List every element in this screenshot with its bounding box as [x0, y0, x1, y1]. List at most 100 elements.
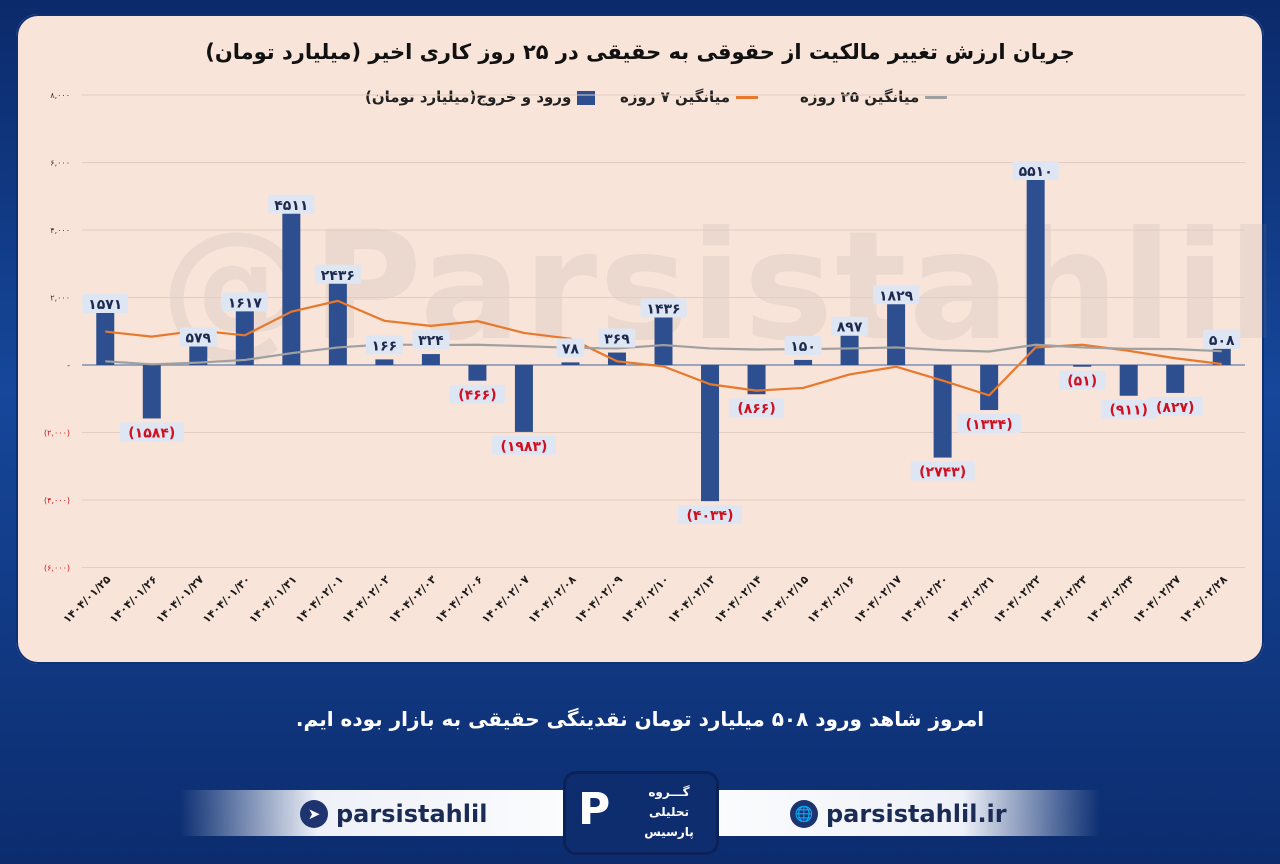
data-label: ۵۵۱۰ [1012, 161, 1059, 181]
data-label-box [82, 293, 129, 313]
x-tick-label: ۱۴۰۴/۰۲/۱۷ [851, 573, 904, 626]
data-label-text: ۴۵۱۱ [274, 198, 308, 214]
bar [1166, 365, 1185, 393]
x-tick-label: ۱۴۰۴/۰۲/۱۴ [712, 573, 765, 626]
bar [980, 365, 999, 411]
data-label-text: ۵۷۹ [185, 330, 211, 346]
data-label-box [412, 330, 450, 350]
bar [189, 345, 208, 365]
logo-line-1: گـــروه [648, 785, 690, 799]
data-label-text: ۳۲۴ [418, 333, 444, 349]
y-tick-label: ۶,۰۰۰ [50, 159, 70, 168]
data-label-box [910, 461, 975, 481]
legend-swatch-ma7 [736, 96, 759, 99]
x-tick-label: ۱۴۰۴/۰۱/۲۷ [154, 573, 207, 626]
data-label-box [1147, 396, 1203, 416]
y-tick-label: (۶,۰۰۰) [44, 564, 70, 573]
data-label: (۸۲۷) [1147, 396, 1203, 416]
bar [747, 365, 766, 395]
bar [96, 311, 115, 365]
data-label-box [1012, 161, 1059, 181]
legend-label-ma25: میانگین ۲۵ روزه [800, 88, 920, 106]
x-tick-label: ۱۴۰۴/۰۲/۲۱ [944, 573, 997, 626]
data-label-box [1059, 370, 1106, 390]
bar [1026, 179, 1045, 365]
y-tick-label: ۸,۰۰۰ [50, 91, 70, 100]
bar [468, 365, 487, 381]
data-label: ۱۸۲۹ [873, 285, 920, 305]
data-label: (۵۱) [1059, 370, 1106, 390]
data-label-text: (۸۶۶) [737, 401, 775, 417]
data-label-box [314, 264, 361, 284]
legend-label-ma7: میانگین ۷ روزه [620, 88, 731, 106]
legend-item-ma7: میانگین ۷ روزه [620, 88, 759, 106]
y-tick-label: (۲,۰۰۰) [44, 429, 70, 438]
data-label-text: (۲۷۴۳) [919, 465, 966, 481]
bar [794, 359, 813, 365]
x-tick-label: ۱۴۰۴/۰۲/۱۵ [758, 573, 811, 626]
data-label-box [678, 505, 743, 525]
bar [328, 282, 347, 365]
line-ma25 [105, 343, 1222, 366]
data-label-text: (۱۹۸۳) [500, 439, 547, 455]
data-label: ۳۶۹ [598, 328, 636, 348]
x-tick-label: ۱۴۰۴/۰۲/۰۷ [479, 573, 532, 626]
data-label: (۹۱۱) [1101, 399, 1157, 419]
data-label-box [268, 194, 315, 214]
data-label-box [449, 384, 505, 404]
bar [282, 212, 301, 365]
data-label: ۱۶۱۷ [221, 292, 268, 312]
bar [701, 365, 720, 502]
legend-item-flow: ورود و خروج(میلیارد تومان) [365, 88, 596, 106]
data-label: (۲۷۴۳) [910, 461, 975, 481]
website-url: parsistahlil.ir [826, 800, 1007, 828]
legend-swatch-ma25 [925, 96, 948, 99]
x-tick-label: ۱۴۰۴/۰۲/۱۶ [805, 573, 858, 626]
footer-website[interactable]: 🌐 parsistahlil.ir [790, 800, 1007, 828]
data-label-text: (۸۲۷) [1156, 400, 1194, 416]
data-label-text: ۲۴۳۶ [321, 268, 355, 284]
data-label: (۱۳۳۴) [957, 414, 1022, 434]
data-label: ۱۵۷۱ [82, 293, 129, 313]
data-label-text: ۵۵۱۰ [1019, 164, 1053, 180]
data-label-box [119, 422, 184, 442]
chart-svg: ۸,۰۰۰ ۶,۰۰۰ ۴,۰۰۰ ۲,۰۰۰ - (۲,۰۰۰) (۴,۰۰۰) (۶,۰۰… [44, 91, 1245, 626]
x-tick-label: ۱۴۰۴/۰۲/۰۱ [293, 573, 346, 626]
data-label: ۱۶۶ [365, 335, 403, 355]
data-label-text: ۱۶۶ [372, 338, 398, 354]
bar [561, 362, 580, 365]
data-label-text: ۱۴۳۶ [646, 302, 680, 318]
logo-line-3: پارسیس [644, 825, 694, 839]
data-label: ۴۵۱۱ [268, 194, 315, 214]
x-tick-label: ۱۴۰۴/۰۲/۰۶ [433, 573, 486, 626]
line-ma7 [105, 299, 1222, 397]
bar [1212, 347, 1231, 365]
bar [514, 365, 533, 432]
x-tick-label: ۱۴۰۴/۰۱/۳۱ [247, 573, 300, 626]
data-label-text: ۱۶۱۷ [228, 295, 263, 311]
x-tick-label: ۱۴۰۴/۰۱/۳۰ [200, 573, 253, 626]
x-tick-label: ۱۴۰۴/۰۲/۰۹ [572, 573, 625, 626]
y-tick-label: (۴,۰۰۰) [44, 496, 70, 505]
x-tick-label: ۱۴۰۴/۰۲/۲۰ [898, 573, 951, 626]
y-tick-label: ۲,۰۰۰ [50, 294, 70, 303]
caption: امروز شاهد ورود ۵۰۸ میلیارد تومان نقدینگ… [295, 707, 985, 731]
x-tick-label: ۱۴۰۴/۰۱/۲۵ [61, 573, 114, 626]
x-tick-label: ۱۴۰۴/۰۲/۰۲ [340, 573, 393, 626]
legend-swatch-bar [577, 90, 596, 105]
data-label-box [1101, 399, 1157, 419]
data-label-box [1203, 329, 1241, 349]
data-label: ۸۹۷ [831, 316, 869, 336]
x-tick-label: ۱۴۰۴/۰۲/۲۲ [991, 573, 1044, 626]
data-label-text: ۱۵۰ [790, 339, 816, 355]
logo-line-2: تحلیلی [649, 805, 689, 819]
data-label-text: (۴۰۳۴) [687, 508, 734, 524]
data-label: (۴۰۳۴) [678, 505, 743, 525]
x-tick-label: ۱۴۰۴/۰۲/۲۴ [1084, 573, 1137, 626]
data-label-box [556, 338, 585, 358]
footer-telegram[interactable]: ➤ parsistahlil [300, 800, 487, 828]
x-tick-label: ۱۴۰۴/۰۲/۰۸ [526, 573, 579, 626]
data-label-text: ۷۸ [562, 341, 580, 357]
data-label-box [831, 316, 869, 336]
x-tick-label: ۱۴۰۴/۰۲/۲۷ [1130, 573, 1183, 626]
